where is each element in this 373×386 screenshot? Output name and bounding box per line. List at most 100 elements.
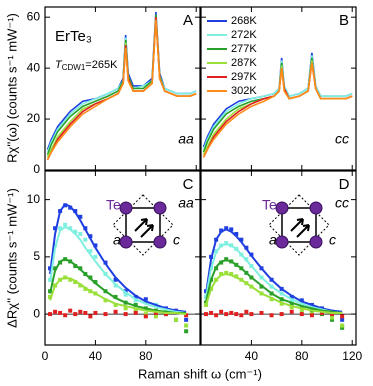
data-point [133, 302, 138, 307]
data-point [78, 231, 83, 236]
spectrum-line [202, 57, 353, 153]
data-point [229, 272, 234, 277]
data-point [174, 317, 179, 322]
fit-line [49, 202, 187, 313]
data-point [48, 312, 53, 317]
fit-line [49, 258, 187, 314]
data-point [319, 310, 324, 315]
te-atom [309, 201, 323, 215]
plot-frame [200, 6, 357, 171]
data-point [219, 309, 224, 314]
data-point [103, 298, 108, 303]
panel: 0 20 40 60 Aaa ErTe₃ TCDW1=265K [27, 6, 201, 176]
data-point [340, 325, 345, 330]
polarization-arrow [290, 218, 310, 238]
panel-label: B [339, 12, 349, 29]
inset-square [281, 207, 317, 243]
data-point [153, 314, 158, 319]
panel-label: D [339, 176, 350, 193]
plot-frame [200, 170, 357, 346]
inset-axis-label: a [113, 232, 121, 248]
data-point [93, 254, 98, 259]
data-point [289, 302, 294, 307]
fit-line [205, 273, 343, 314]
data-point [229, 310, 234, 315]
data-point [234, 231, 239, 236]
data-point [184, 313, 189, 318]
panel-label: A [183, 12, 193, 29]
data-point [88, 314, 93, 319]
te-atom [119, 235, 133, 249]
legend-label: 297K [231, 71, 257, 83]
data-point [224, 257, 229, 262]
y-tick-label: 0 [33, 162, 40, 176]
data-point [330, 317, 335, 322]
spectrum-line [46, 19, 197, 161]
te-atom [309, 235, 323, 249]
data-point [48, 294, 53, 299]
data-point [133, 310, 138, 315]
data-point [279, 312, 284, 317]
te-atom [275, 201, 289, 215]
data-point [123, 312, 128, 317]
inset-atom-label: Te [262, 197, 277, 213]
data-point [113, 302, 118, 307]
inset-square [125, 207, 161, 243]
data-point [88, 234, 93, 239]
y-tick-label: 40 [27, 60, 41, 74]
data-point [143, 297, 148, 302]
data-point [219, 272, 224, 277]
data-point [93, 243, 98, 248]
data-point [93, 310, 98, 315]
data-point [78, 214, 83, 219]
te-atom [119, 201, 133, 215]
data-point [163, 312, 168, 317]
data-point [68, 226, 73, 231]
data-point [184, 323, 189, 328]
polarization-label: cc [335, 195, 349, 211]
data-point [143, 314, 148, 319]
inset-axis-label: c [173, 232, 180, 248]
transition-value: =265K [85, 59, 118, 71]
data-point [123, 306, 128, 311]
data-point [103, 312, 108, 317]
te-atom [153, 235, 167, 249]
data-point [113, 309, 118, 314]
y-tick-label: 10 [27, 192, 41, 206]
data-point [224, 226, 229, 231]
data-point [133, 308, 138, 313]
data-point [113, 277, 118, 282]
inset-diamond [268, 194, 330, 256]
data-point [78, 309, 83, 314]
spectrum-line [202, 52, 353, 148]
polarization-label: cc [335, 131, 349, 147]
inset-diamond [112, 194, 174, 256]
data-point [239, 237, 244, 242]
te-atom [275, 235, 289, 249]
x-tick-label: 120 [342, 349, 362, 363]
data-point [224, 241, 229, 246]
data-point [299, 312, 304, 317]
x-tick-label: 80 [295, 349, 309, 363]
data-point [204, 312, 209, 317]
legend-label: 277K [231, 43, 257, 55]
x-tick-label: 0 [42, 349, 49, 363]
legend-label: 272K [231, 29, 257, 41]
data-point [73, 229, 78, 234]
data-point [153, 310, 158, 315]
fit-line [205, 228, 343, 313]
x-tick-label: 80 [139, 349, 153, 363]
panel: Bcc 268K 272K 277K 287K 297K 302K [200, 6, 357, 171]
spectrum-line [202, 62, 353, 158]
x-axis-label: Raman shift ω (cm⁻¹) [138, 366, 262, 381]
data-point [239, 313, 244, 318]
compound-label: ErTe₃ [55, 28, 92, 45]
data-point [133, 298, 138, 303]
spectrum-line [202, 55, 353, 150]
data-point [340, 317, 345, 322]
data-point [209, 310, 214, 315]
fit-line [49, 225, 187, 314]
plot-frame [44, 6, 201, 171]
data-point [309, 313, 314, 318]
